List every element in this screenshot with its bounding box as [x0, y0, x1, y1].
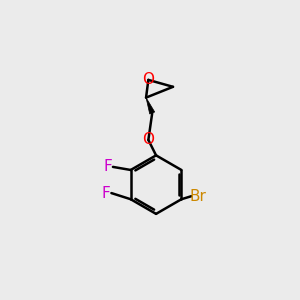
- Text: O: O: [142, 72, 154, 87]
- Text: Br: Br: [189, 189, 206, 204]
- Text: F: F: [102, 186, 110, 201]
- Text: O: O: [142, 133, 154, 148]
- Polygon shape: [146, 98, 155, 114]
- Text: F: F: [103, 159, 112, 174]
